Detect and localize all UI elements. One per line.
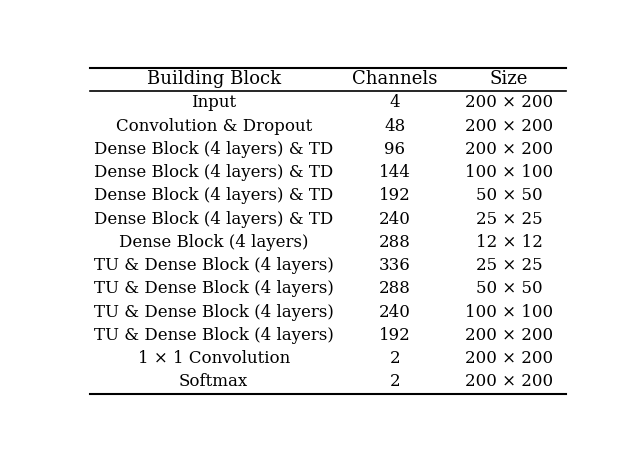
Text: 288: 288	[379, 280, 411, 297]
Text: TU & Dense Block (4 layers): TU & Dense Block (4 layers)	[94, 280, 333, 297]
Text: 200 × 200: 200 × 200	[465, 350, 553, 367]
Text: 288: 288	[379, 234, 411, 251]
Text: 4: 4	[389, 94, 400, 111]
Text: Convolution & Dropout: Convolution & Dropout	[116, 117, 312, 135]
Text: Dense Block (4 layers): Dense Block (4 layers)	[119, 234, 308, 251]
Text: 100 × 100: 100 × 100	[465, 164, 553, 181]
Text: Dense Block (4 layers) & TD: Dense Block (4 layers) & TD	[94, 187, 333, 204]
Text: 240: 240	[379, 304, 411, 321]
Text: 200 × 200: 200 × 200	[465, 374, 553, 391]
Text: TU & Dense Block (4 layers): TU & Dense Block (4 layers)	[94, 304, 333, 321]
Text: 240: 240	[379, 211, 411, 228]
Text: TU & Dense Block (4 layers): TU & Dense Block (4 layers)	[94, 257, 333, 274]
Text: 200 × 200: 200 × 200	[465, 94, 553, 111]
Text: 200 × 200: 200 × 200	[465, 141, 553, 158]
Text: Dense Block (4 layers) & TD: Dense Block (4 layers) & TD	[94, 211, 333, 228]
Text: 192: 192	[379, 187, 410, 204]
Text: Dense Block (4 layers) & TD: Dense Block (4 layers) & TD	[94, 164, 333, 181]
Text: 50 × 50: 50 × 50	[476, 280, 542, 297]
Text: 200 × 200: 200 × 200	[465, 327, 553, 344]
Text: Softmax: Softmax	[179, 374, 248, 391]
Text: 144: 144	[379, 164, 411, 181]
Text: Dense Block (4 layers) & TD: Dense Block (4 layers) & TD	[94, 141, 333, 158]
Text: 192: 192	[379, 327, 410, 344]
Text: 1 × 1 Convolution: 1 × 1 Convolution	[138, 350, 290, 367]
Text: 25 × 25: 25 × 25	[476, 211, 542, 228]
Text: 2: 2	[389, 374, 400, 391]
Text: 336: 336	[379, 257, 410, 274]
Text: Input: Input	[191, 94, 236, 111]
Text: 2: 2	[389, 350, 400, 367]
Text: 25 × 25: 25 × 25	[476, 257, 542, 274]
Text: 48: 48	[384, 117, 405, 135]
Text: 50 × 50: 50 × 50	[476, 187, 542, 204]
Text: 96: 96	[384, 141, 405, 158]
Text: Building Block: Building Block	[147, 71, 281, 89]
Text: 12 × 12: 12 × 12	[476, 234, 542, 251]
Text: TU & Dense Block (4 layers): TU & Dense Block (4 layers)	[94, 327, 333, 344]
Text: Size: Size	[490, 71, 528, 89]
Text: 200 × 200: 200 × 200	[465, 117, 553, 135]
Text: Channels: Channels	[352, 71, 437, 89]
Text: 100 × 100: 100 × 100	[465, 304, 553, 321]
